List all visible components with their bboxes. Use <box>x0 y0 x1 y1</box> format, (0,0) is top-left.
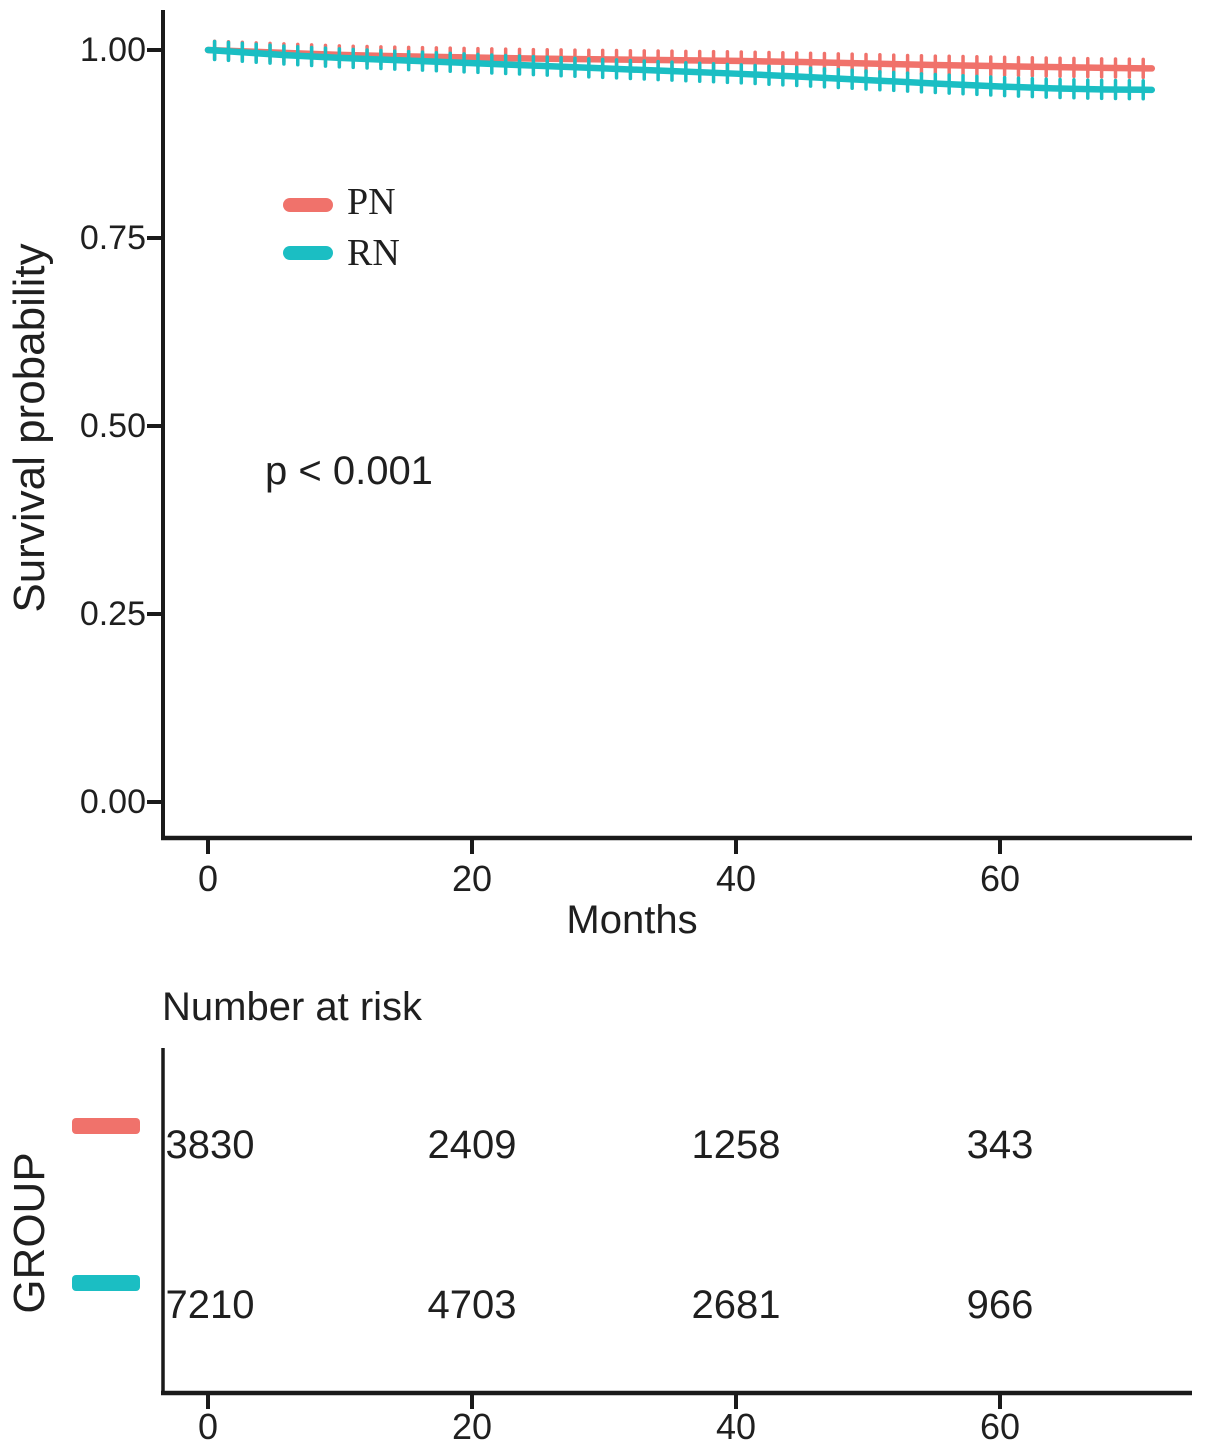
legend-label-rn: RN <box>347 232 400 274</box>
number-at-risk-title: Number at risk <box>162 985 423 1029</box>
x-axis-title: Months <box>566 898 698 942</box>
x-tick-label-20: 20 <box>451 858 493 899</box>
legend-swatch-rn <box>283 246 333 260</box>
risk-x-tick-label-0: 0 <box>197 1406 219 1447</box>
risk-x-tick-label-20: 20 <box>451 1406 493 1447</box>
y-tick-label-0-00: 0.00 <box>79 783 146 821</box>
risk-count-pn-20: 2409 <box>427 1123 517 1167</box>
y-tick-label-0-25: 0.25 <box>79 595 146 633</box>
legend-label-pn: PN <box>347 181 396 223</box>
risk-count-rn-60: 966 <box>966 1283 1034 1327</box>
x-tick-label-0: 0 <box>197 858 219 899</box>
risk-x-tick-label-60: 60 <box>979 1406 1021 1447</box>
risk-count-pn-0: 3830 <box>165 1123 255 1167</box>
y-tick-label-0-75: 0.75 <box>79 219 146 257</box>
x-tick-label-60: 60 <box>979 858 1021 899</box>
legend-swatch-pn <box>283 198 333 212</box>
x-tick-label-40: 40 <box>715 858 757 899</box>
risk-count-rn-20: 4703 <box>427 1283 517 1327</box>
risk-count-pn-60: 343 <box>966 1123 1034 1167</box>
y-tick-label-1-00: 1.00 <box>79 31 146 69</box>
risk-row-swatch-rn <box>72 1275 140 1291</box>
risk-count-rn-0: 7210 <box>165 1283 255 1327</box>
risk-count-rn-40: 2681 <box>691 1283 781 1327</box>
risk-x-tick-label-40: 40 <box>715 1406 757 1447</box>
p-value-annotation: p < 0.001 <box>265 449 433 493</box>
risk-row-swatch-pn <box>72 1118 140 1134</box>
y-tick-label-0-50: 0.50 <box>79 407 146 445</box>
risk-count-pn-40: 1258 <box>691 1123 781 1167</box>
